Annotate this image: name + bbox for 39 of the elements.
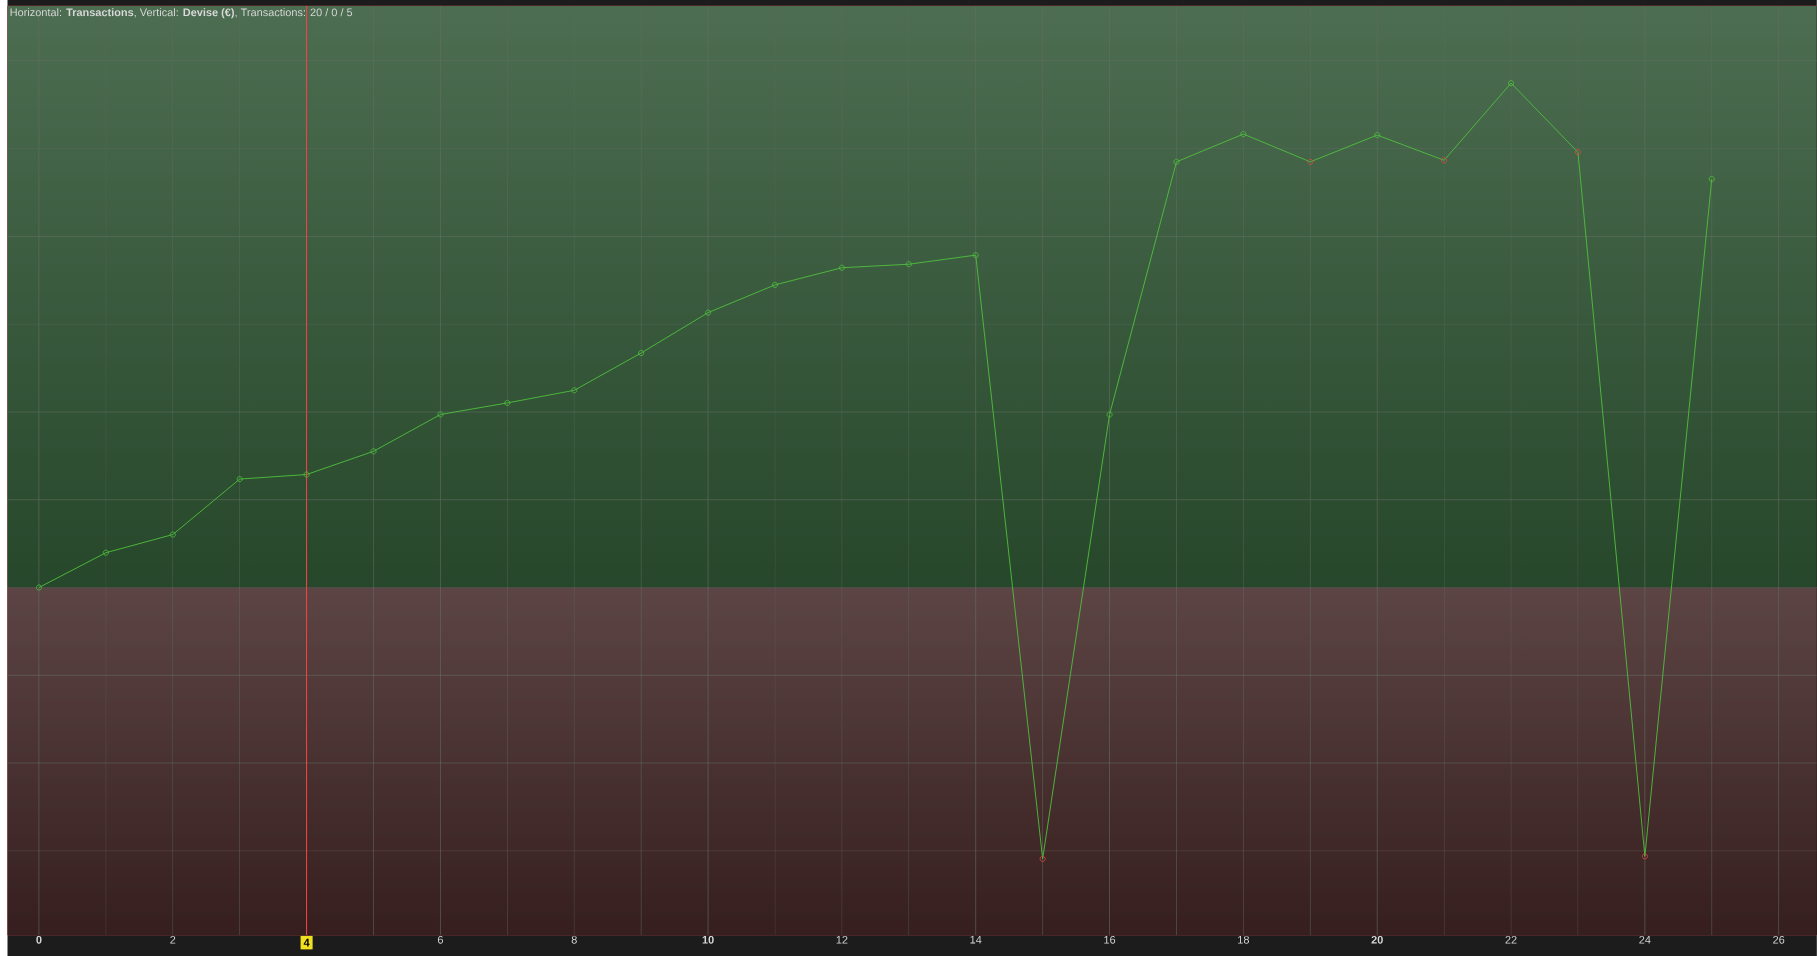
x-tick-label: 12: [836, 935, 848, 944]
point: [236, 476, 243, 483]
x-tick-label: 22: [1505, 935, 1517, 944]
point: [638, 350, 645, 356]
x-tick-label: 8: [571, 935, 577, 944]
point: [1039, 855, 1046, 862]
point: [838, 264, 845, 271]
x-tick-label: 16: [1104, 935, 1116, 944]
point: [1508, 80, 1515, 87]
point: [1641, 853, 1648, 860]
x-tick-label: 26: [1773, 935, 1785, 944]
point: [504, 399, 511, 406]
x-tick-label: 20: [1371, 935, 1383, 944]
x-tick-label: 10: [702, 935, 714, 944]
x-tick-label: 4: [303, 938, 310, 947]
point: [1307, 158, 1314, 165]
point: [972, 252, 979, 259]
x-tick-label: 24: [1639, 935, 1651, 944]
x-tick-label: 18: [1238, 935, 1249, 944]
point: [1106, 411, 1113, 418]
point: [169, 531, 176, 538]
point: [1574, 149, 1581, 156]
x-tick-label: 6: [437, 935, 443, 944]
point: [571, 387, 578, 394]
chart-title: Horizontal: Transactions, Vertical: Devise (€), Transactions: 20 / 0 / 5: [10, 8, 353, 19]
point: [905, 261, 912, 268]
point: [1441, 157, 1448, 164]
point: [303, 471, 310, 478]
x-tick-label: 2: [170, 935, 176, 944]
point: [370, 448, 377, 455]
x-tick-label: 14: [970, 935, 982, 944]
point: [437, 411, 444, 418]
point: [1240, 131, 1247, 138]
point: [705, 309, 712, 316]
point: [772, 281, 778, 288]
point: [102, 549, 109, 556]
point: [1374, 132, 1381, 139]
point: [1173, 158, 1180, 165]
x-tick-label: 0: [36, 935, 42, 944]
